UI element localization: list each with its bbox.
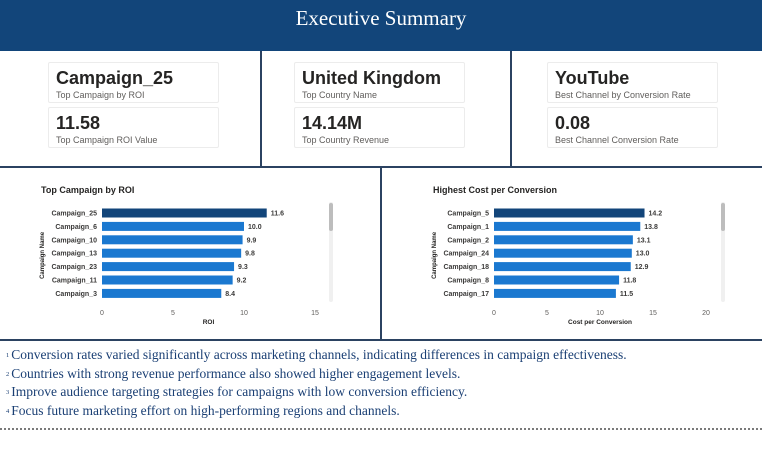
kpi-divider-2	[510, 51, 512, 167]
insight-number: 3	[6, 389, 10, 396]
kpi-label: Top Campaign by ROI	[56, 90, 145, 100]
header-bar: Executive Summary	[0, 0, 762, 51]
data-label: 13.0	[636, 251, 650, 258]
bar	[494, 235, 633, 245]
kpi-value: 0.08	[555, 113, 591, 133]
x-tick-label: 10	[596, 310, 604, 317]
category-label: Campaign_17	[443, 291, 489, 298]
kpi-label: Top Country Name	[302, 90, 378, 100]
insight-item: 3 Improve audience targeting strategies f…	[6, 383, 756, 402]
bar	[102, 208, 267, 218]
insight-text: Countries with strong revenue performanc…	[11, 365, 461, 381]
insight-text: Improve audience targeting strategies fo…	[11, 384, 468, 399]
x-tick-label: 20	[702, 310, 710, 317]
bar	[494, 288, 616, 298]
data-label: 13.1	[637, 237, 651, 244]
kpi-label: Best Channel Conversion Rate	[555, 135, 679, 145]
bar	[102, 288, 222, 298]
x-tick-label: 15	[649, 310, 657, 317]
bar	[102, 248, 242, 258]
x-tick-label: 5	[171, 310, 175, 317]
category-label: Campaign_8	[447, 278, 489, 285]
chart-bottom-divider	[0, 339, 762, 341]
chart-cost-title: Highest Cost per Conversion	[433, 185, 558, 195]
data-label: 12.9	[635, 264, 649, 271]
chart-divider	[380, 166, 382, 340]
scrollbar-thumb[interactable]	[329, 203, 333, 231]
bar	[494, 262, 631, 272]
kpi-value: YouTube	[555, 68, 630, 88]
kpi-card-best-channel[interactable]: YouTube Best Channel by Conversion Rate	[547, 62, 718, 103]
x-tick-label: 0	[100, 310, 104, 317]
category-label: Campaign_6	[55, 224, 97, 231]
kpi-label: Best Channel by Conversion Rate	[555, 90, 691, 100]
kpi-card-best-conversion-rate[interactable]: 0.08 Best Channel Conversion Rate	[547, 107, 718, 148]
data-label: 13.8	[644, 224, 658, 231]
chart-cost-per-conversion[interactable]: Campaign_5 14.2 Campaign_1 13.8 Campaign_2 13…	[382, 168, 762, 338]
x-axis-title: Cost per Conversion	[568, 319, 632, 326]
insight-item: 2 Countries with strong revenue performan…	[6, 365, 756, 384]
insight-number: 4	[6, 407, 10, 415]
category-label: Campaign_1	[447, 224, 489, 231]
category-label: Campaign_25	[51, 211, 97, 218]
insights-list: 1 Conversion rates varied significantly a…	[6, 346, 756, 420]
bar	[102, 275, 233, 285]
data-label: 9.9	[247, 237, 257, 244]
kpi-value: Campaign_25	[56, 68, 174, 88]
data-label: 11.6	[271, 211, 284, 218]
x-tick-label: 0	[492, 310, 496, 317]
insight-number: 1	[6, 352, 10, 359]
kpi-card-top-country[interactable]: United Kingdom Top Country Name	[294, 62, 465, 103]
category-label: Campaign_18	[443, 264, 489, 271]
page-title: Executive Summary	[295, 6, 467, 30]
category-label: Campaign_5	[447, 211, 489, 218]
kpi-value: United Kingdom	[302, 68, 441, 88]
y-axis-title: Campaign Name	[432, 231, 438, 279]
data-label: 9.3	[238, 264, 248, 271]
x-tick-label: 15	[311, 310, 319, 317]
chart-roi[interactable]: Campaign_25 11.6 Campaign_6 10.0 Campaign_10…	[0, 168, 380, 338]
kpi-card-top-campaign[interactable]: Campaign_25 Top Campaign by ROI	[48, 62, 219, 103]
category-label: Campaign_24	[443, 251, 489, 258]
bar	[494, 208, 645, 218]
data-label: 10.0	[248, 224, 262, 231]
kpi-label: Top Campaign ROI Value	[56, 135, 158, 145]
x-tick-label: 5	[545, 310, 549, 317]
data-label: 8.4	[225, 291, 235, 298]
dotted-divider	[0, 428, 762, 430]
chart-roi-title: Top Campaign by ROI	[41, 185, 135, 195]
kpi-divider-1	[260, 51, 262, 167]
category-label: Campaign_2	[447, 237, 489, 244]
kpi-label: Top Country Revenue	[302, 135, 390, 145]
insight-text: Focus future marketing effort on high-pe…	[11, 402, 400, 418]
category-label: Campaign_23	[51, 264, 97, 271]
bar	[494, 275, 620, 285]
category-label: Campaign_13	[51, 251, 97, 258]
y-axis-title: Campaign Name	[40, 231, 46, 279]
x-tick-label: 10	[240, 310, 248, 317]
data-label: 14.2	[649, 211, 663, 218]
scrollbar-thumb[interactable]	[721, 203, 725, 231]
category-label: Campaign_10	[51, 237, 97, 244]
kpi-card-top-roi[interactable]: 11.58 Top Campaign ROI Value	[48, 107, 219, 148]
bar	[102, 262, 235, 272]
bar	[102, 221, 244, 231]
data-label: 11.8	[623, 278, 636, 285]
bar	[494, 221, 641, 231]
bar	[494, 248, 632, 258]
kpi-card-top-country-revenue[interactable]: 14.14M Top Country Revenue	[294, 107, 465, 148]
bar	[102, 235, 243, 245]
insight-text: Conversion rates varied significantly ac…	[11, 347, 627, 362]
kpi-value: 14.14M	[302, 113, 363, 133]
insight-number: 2	[6, 370, 10, 378]
x-axis-title: ROI	[203, 319, 215, 326]
data-label: 9.8	[245, 251, 255, 258]
kpi-value: 11.58	[56, 113, 101, 133]
data-label: 11.5	[620, 291, 633, 298]
insight-item: 1 Conversion rates varied significantly a…	[6, 346, 756, 365]
insight-item: 4 Focus future marketing effort on high-p…	[6, 402, 756, 421]
category-label: Campaign_3	[55, 291, 97, 298]
category-label: Campaign_11	[52, 278, 97, 285]
data-label: 9.2	[237, 278, 247, 285]
